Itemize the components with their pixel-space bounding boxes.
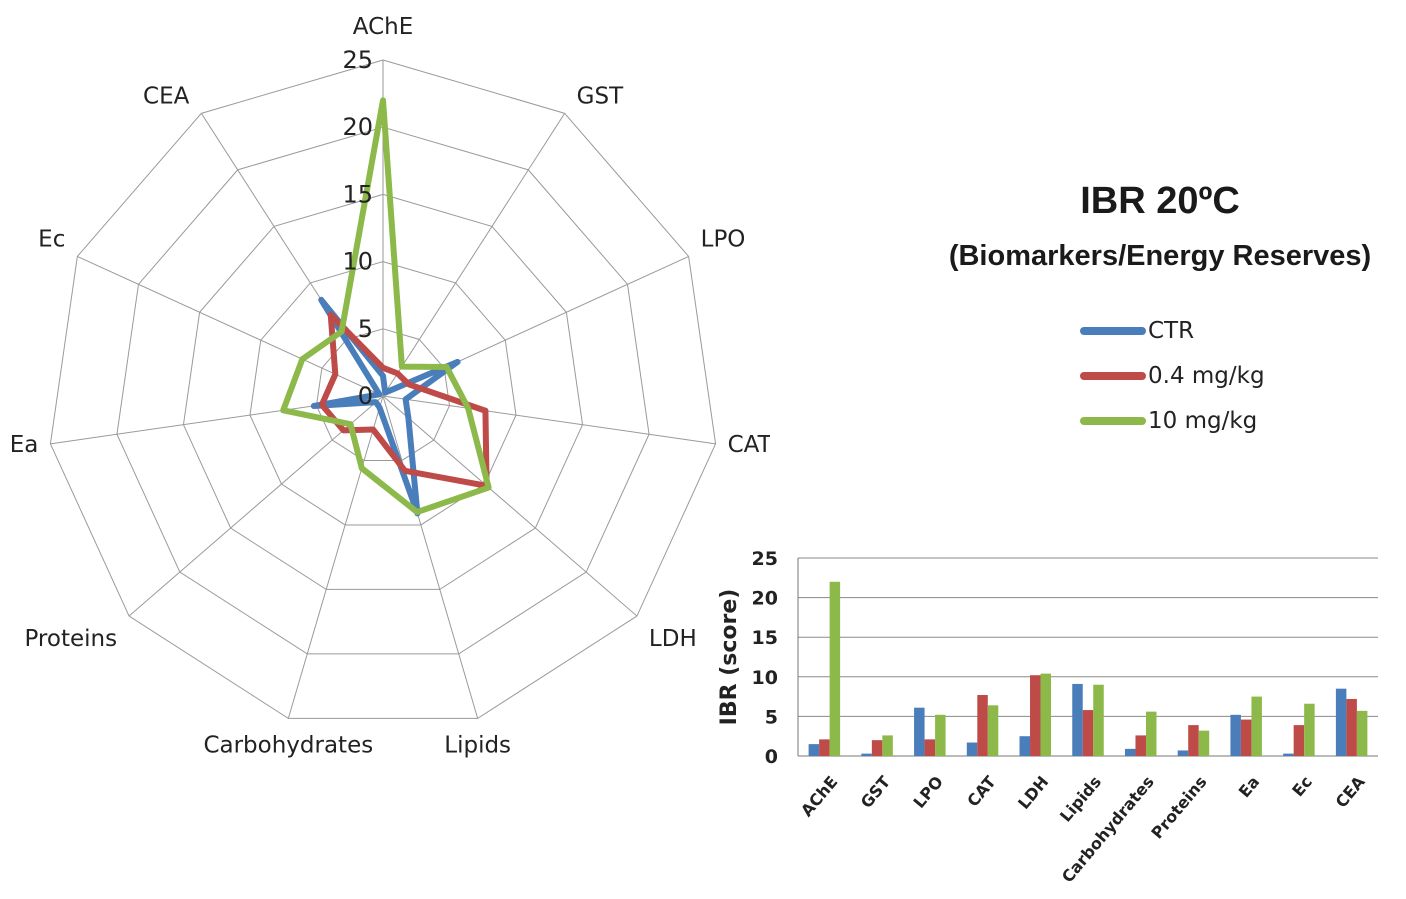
radar-tick-label: 15 [342, 180, 373, 208]
radar-series-10-mg-kg [280, 97, 492, 516]
bar-x-tick-label-lipids: Lipids [1056, 772, 1105, 825]
bar-y-tick-label: 10 [752, 667, 778, 689]
bar-y-axis-label: IBR (score) [717, 589, 742, 726]
radar-chart: 0 5 10 15 20 25 AChE GST LPO CAT LDH Lipids Carbohyd… [10, 14, 770, 758]
bar-x-tick-label-cat: CAT [963, 772, 999, 810]
radar-axis-label-lipids: Lipids [444, 732, 511, 758]
radar-grid-ring [315, 328, 451, 461]
bar-ctr-cea [1335, 688, 1347, 756]
radar-axis-label-lpo: LPO [701, 226, 746, 252]
radar-spoke [287, 395, 384, 719]
bar-0-4-mg-kg-ldh [1030, 675, 1041, 756]
chart-subtitle: (Biomarkers/Energy Reserves) [948, 240, 1372, 272]
bar-y-tick-label: 20 [752, 588, 778, 610]
bar-ctr-proteins [1177, 750, 1189, 756]
bar-10-mg-kg-ache [829, 581, 841, 756]
bar-0-4-mg-kg-lipids [1082, 710, 1094, 756]
bar-10-mg-kg-ec [1304, 703, 1315, 756]
legend-label-ctr: CTR [1148, 317, 1195, 344]
legend-label-0-4: 0.4 mg/kg [1148, 362, 1265, 389]
radar-axis-label-cea: CEA [143, 83, 190, 109]
bar-chart: 0 5 10 15 20 25 IBR (score) AChE GST LPO CAT LDH Lip… [717, 548, 1378, 886]
bar-0-4-mg-kg-ec [1293, 725, 1305, 756]
radar-spoke [382, 395, 479, 719]
radar-spoke [77, 255, 384, 397]
bar-x-tick-label-ldh: LDH [1014, 772, 1052, 812]
bar-0-4-mg-kg-proteins [1188, 725, 1199, 756]
radar-axis-label-ea: Ea [10, 432, 39, 458]
bar-ctr-ache [808, 744, 820, 756]
bar-ctr-cat [966, 742, 978, 756]
bar-0-4-mg-kg-cat [977, 695, 988, 756]
radar-grid-ring [249, 261, 517, 526]
radar-axis-label-cat: CAT [728, 432, 770, 458]
radar-grid-ring [116, 126, 650, 655]
radar-axis-label-ec: Ec [38, 226, 65, 252]
radar-grid-ring [49, 59, 717, 719]
bar-0-4-mg-kg-ache [819, 739, 830, 756]
bar-y-tick-label: 0 [765, 746, 778, 768]
bar-ctr-gst [861, 753, 872, 756]
bar-ctr-carbohydrates [1124, 748, 1136, 756]
bar-ctr-lpo [914, 707, 925, 756]
chart-title: IBR 20ºC [1080, 180, 1240, 222]
bar-10-mg-kg-cat [987, 705, 999, 756]
bar-10-mg-kg-ldh [1040, 673, 1052, 756]
radar-tick-label: 20 [342, 113, 373, 141]
bar-x-tick-label-proteins: Proteins [1147, 772, 1210, 842]
bar-ctr-ea [1230, 714, 1241, 756]
legend-item-0-4: 0.4 mg/kg [1080, 353, 1265, 398]
bar-10-mg-kg-lpo [935, 714, 946, 756]
bar-0-4-mg-kg-lpo [924, 739, 936, 756]
radar-tick-label: 10 [342, 248, 373, 276]
bar-10-mg-kg-ea [1251, 696, 1262, 756]
radar-spoke [382, 113, 566, 397]
radar-tick-label: 25 [342, 46, 373, 74]
radar-axis-label-ldh: LDH [649, 626, 697, 652]
radar-spoke [382, 395, 716, 445]
bar-x-tick-label-lpo: LPO [909, 772, 946, 811]
bar-y-tick-label: 5 [765, 706, 778, 728]
bar-x-tick-label-ec: Ec [1288, 772, 1316, 800]
bar-10-mg-kg-gst [882, 735, 893, 756]
legend-swatch-10 [1080, 416, 1146, 425]
radar-axis-label-ache: AChE [353, 14, 414, 40]
bar-10-mg-kg-carbohydrates [1145, 711, 1157, 756]
bar-y-tick-label: 15 [752, 627, 778, 649]
radar-spoke [128, 395, 384, 617]
bar-0-4-mg-kg-cea [1346, 698, 1357, 756]
bar-x-tick-label-gst: GST [857, 772, 894, 812]
legend: CTR 0.4 mg/kg 10 mg/kg [1080, 308, 1265, 443]
bar-10-mg-kg-cea [1356, 710, 1368, 756]
legend-item-10: 10 mg/kg [1080, 398, 1265, 443]
legend-swatch-0-4 [1080, 371, 1146, 380]
radar-tick-label: 5 [358, 315, 373, 343]
radar-grid-ring [182, 193, 584, 590]
bar-y-tick-label: 25 [752, 548, 778, 570]
bar-x-tick-label-ache: AChE [797, 772, 841, 820]
bar-10-mg-kg-proteins [1198, 730, 1210, 756]
bar-x-tick-label-ea: Ea [1235, 772, 1264, 801]
bar-0-4-mg-kg-carbohydrates [1135, 735, 1146, 756]
radar-spoke [382, 395, 638, 617]
radar-axis-label-proteins: Proteins [24, 626, 117, 652]
radar-axis-label-gst: GST [577, 83, 624, 109]
legend-item-ctr: CTR [1080, 308, 1265, 353]
legend-swatch-ctr [1080, 326, 1146, 335]
bar-0-4-mg-kg-ea [1240, 719, 1252, 756]
bar-ctr-ec [1283, 753, 1294, 756]
bar-ctr-ldh [1019, 736, 1031, 756]
radar-series-0-4-mg-kg [318, 311, 490, 489]
bar-10-mg-kg-lipids [1093, 684, 1104, 756]
radar-tick-label: 0 [358, 382, 373, 410]
bar-0-4-mg-kg-gst [871, 740, 883, 756]
bar-x-tick-label-carbohydrates: Carbohydrates [1058, 772, 1158, 886]
bar-x-tick-label-cea: CEA [1332, 772, 1369, 812]
bar-ctr-lipids [1072, 683, 1083, 756]
radar-axis-label-carbohydrates: Carbohydrates [203, 732, 373, 758]
legend-label-10: 10 mg/kg [1148, 407, 1258, 434]
